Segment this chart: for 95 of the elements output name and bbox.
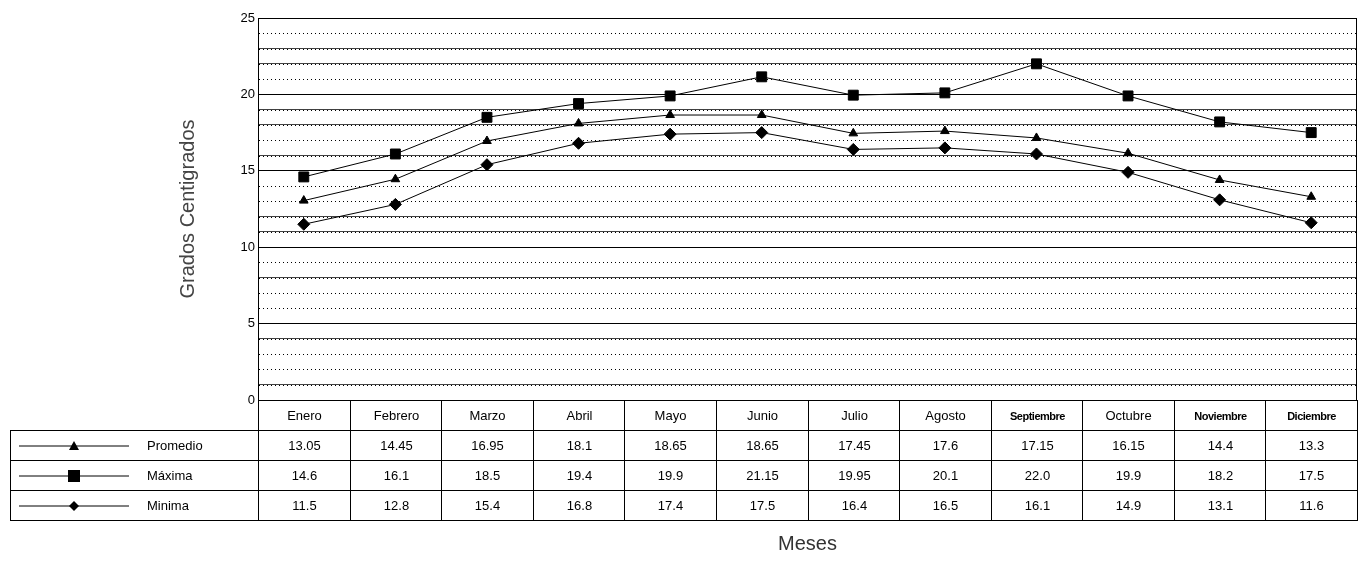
x-tick-label: Octubre xyxy=(1082,400,1175,431)
data-label: 11.5 xyxy=(258,490,351,521)
point xyxy=(848,127,859,137)
text: Meses xyxy=(778,531,837,554)
point xyxy=(390,173,401,183)
data-label: 17.6 xyxy=(899,430,992,461)
point xyxy=(1213,193,1227,207)
point xyxy=(755,126,769,140)
y-tick-label: 25 xyxy=(240,9,255,25)
point xyxy=(1123,147,1133,157)
data-label: 12.8 xyxy=(350,490,443,521)
point xyxy=(1304,216,1318,230)
data-label: 17.5 xyxy=(1265,460,1358,491)
x-tick-label: Diciembre xyxy=(1265,400,1358,431)
x-tick-label: Junio xyxy=(716,400,809,431)
point xyxy=(664,90,676,102)
point xyxy=(1122,90,1134,102)
data-label: 22.0 xyxy=(991,460,1084,491)
data-label: 14.6 xyxy=(258,460,351,491)
x-tick-label: Septiembre xyxy=(991,400,1084,431)
data-label: 19.4 xyxy=(533,460,626,491)
data-label: 19.9 xyxy=(1082,460,1175,491)
x-tick-label: Marzo xyxy=(441,400,534,431)
data-label: 13.1 xyxy=(1174,490,1267,521)
data-label: 21.15 xyxy=(716,460,809,491)
data-label: 13.3 xyxy=(1265,430,1358,461)
point xyxy=(939,87,951,99)
data-label: 14.4 xyxy=(1174,430,1267,461)
y-tick-label: 15 xyxy=(240,162,255,178)
data-label: 17.4 xyxy=(624,490,717,521)
point xyxy=(663,127,677,141)
point xyxy=(1214,174,1225,183)
x-tick-label: Febrero xyxy=(350,400,443,431)
point xyxy=(756,71,768,83)
data-label: 19.9 xyxy=(624,460,717,491)
data-label: 16.4 xyxy=(808,490,901,521)
point xyxy=(1305,127,1317,139)
data-label: 18.5 xyxy=(441,460,534,491)
data-label: 11.6 xyxy=(1265,490,1358,521)
data-label: 18.65 xyxy=(624,430,717,461)
x-tick-label: Enero xyxy=(258,400,351,431)
point xyxy=(389,148,401,160)
point xyxy=(573,98,584,110)
point xyxy=(297,217,311,231)
data-label: 17.5 xyxy=(716,490,809,521)
text: Minima xyxy=(147,498,189,513)
data-label: 13.05 xyxy=(258,430,351,461)
y-tick-label: 10 xyxy=(240,238,255,254)
text: Máxima xyxy=(147,468,193,483)
x-tick-label: Julio xyxy=(808,400,901,431)
point xyxy=(480,158,494,172)
point xyxy=(298,195,309,204)
point xyxy=(573,117,584,127)
y-tick-label: 5 xyxy=(247,315,255,331)
point xyxy=(1029,147,1043,161)
point xyxy=(1121,165,1135,179)
data-label: 20.1 xyxy=(899,460,992,491)
point xyxy=(1214,116,1226,128)
data-label: 16.5 xyxy=(899,490,992,521)
y-tick-label: 20 xyxy=(240,85,255,101)
point xyxy=(388,197,402,211)
data-label: 18.65 xyxy=(716,430,809,461)
x-tick-label: Mayo xyxy=(624,400,717,431)
point xyxy=(938,141,952,155)
point xyxy=(481,111,493,123)
data-label: 18.1 xyxy=(533,430,626,461)
data-label: 15.4 xyxy=(441,490,534,521)
data-label: 17.15 xyxy=(991,430,1084,461)
point xyxy=(298,171,310,183)
data-label: 14.9 xyxy=(1082,490,1175,521)
data-label: 14.45 xyxy=(350,430,443,461)
data-label: 18.2 xyxy=(1174,460,1267,491)
text: Promedio xyxy=(147,438,203,453)
x-tick-label: Noviembre xyxy=(1174,400,1267,431)
x-tick-label: Abril xyxy=(533,400,626,431)
data-label: 19.95 xyxy=(808,460,901,491)
point xyxy=(940,125,950,135)
point xyxy=(1031,132,1042,141)
x-tick-label: Agosto xyxy=(899,400,992,431)
point xyxy=(847,89,859,101)
point xyxy=(572,136,586,150)
y-tick-label: 0 xyxy=(247,391,255,407)
data-label: 16.1 xyxy=(350,460,443,491)
data-label: 16.1 xyxy=(991,490,1084,521)
y-axis-title: Grados Centigrados xyxy=(175,119,198,299)
data-label: 16.95 xyxy=(441,430,534,461)
data-label: 16.15 xyxy=(1082,430,1175,461)
point xyxy=(665,109,675,119)
point xyxy=(756,109,767,119)
point xyxy=(1031,58,1042,70)
point xyxy=(1306,191,1317,200)
data-label: 16.8 xyxy=(533,490,626,521)
data-label: 17.45 xyxy=(808,430,901,461)
point xyxy=(482,135,492,144)
point xyxy=(846,142,860,156)
